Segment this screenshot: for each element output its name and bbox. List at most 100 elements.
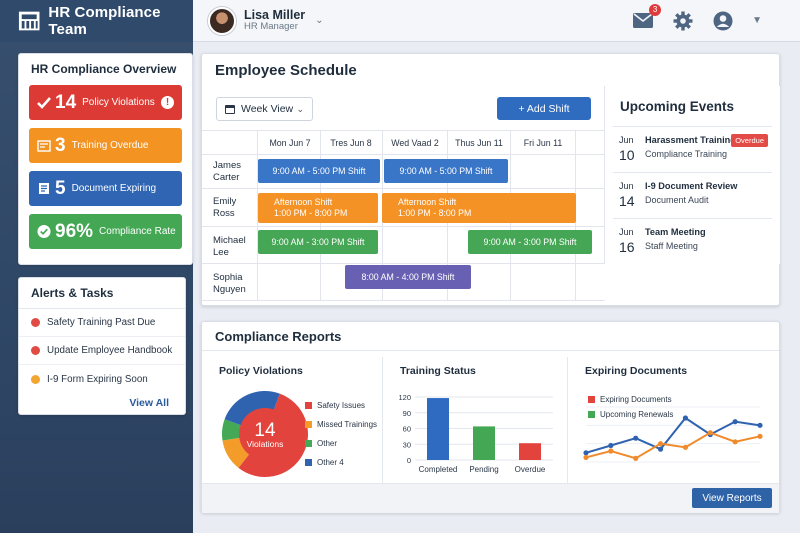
day-header: Mon Jun 7: [269, 138, 311, 148]
event-subtitle: Compliance Training: [645, 149, 728, 159]
building-icon: [18, 11, 40, 30]
employee-name[interactable]: James Carter: [213, 160, 241, 183]
certificate-icon: [37, 139, 51, 153]
bar[interactable]: [519, 443, 541, 460]
data-point[interactable]: [707, 430, 713, 436]
data-point[interactable]: [633, 435, 639, 441]
policy-violations-panel: Policy Violations 14 Violations Safety I…: [202, 357, 382, 483]
legend-item: Other: [305, 439, 337, 448]
shift-block[interactable]: Afternoon Shift 1:00 PM - 8:00 PM: [382, 193, 576, 223]
caret-down-icon[interactable]: ▼: [752, 15, 762, 26]
event-month: Jun: [619, 135, 634, 145]
event-day: 10: [619, 147, 635, 163]
y-tick-label: 120: [398, 393, 411, 402]
bar[interactable]: [473, 426, 495, 460]
brand[interactable]: HR Compliance Team: [0, 0, 193, 42]
alert-dot-icon: [31, 374, 40, 384]
data-point[interactable]: [583, 450, 589, 456]
stat-compliance-rate[interactable]: 96% Compliance Rate: [29, 214, 182, 249]
series-line: [585, 431, 761, 460]
check-icon: [37, 96, 51, 110]
stat-document-expiring[interactable]: 5 Document Expiring: [29, 171, 182, 206]
shift-block[interactable]: 8:00 AM - 4:00 PM Shift: [345, 265, 471, 289]
event-item[interactable]: Jun 14 I-9 Document Review Document Audi…: [613, 172, 772, 218]
data-point[interactable]: [682, 444, 689, 450]
stat-value: 5: [55, 177, 66, 199]
events-title: Upcoming Events: [620, 99, 735, 114]
x-tick-label: Pending: [469, 465, 498, 474]
mail-badge: 3: [649, 3, 662, 16]
week-view-select[interactable]: Week View ⌄: [216, 97, 313, 121]
data-point[interactable]: [608, 442, 614, 449]
employee-name[interactable]: Sophia Nguyen: [213, 272, 246, 295]
event-title: I-9 Document Review: [645, 181, 738, 191]
week-view-label: Week View: [241, 103, 294, 115]
event-title: Team Meeting: [645, 227, 706, 237]
data-point[interactable]: [657, 446, 664, 452]
stat-value: 3: [55, 134, 66, 156]
alerts-title: Alerts & Tasks: [19, 278, 185, 309]
data-point[interactable]: [732, 439, 738, 445]
employee-name[interactable]: Emily Ross: [213, 196, 237, 219]
alert-item[interactable]: Update Employee Handbook: [19, 337, 185, 365]
data-point[interactable]: [657, 441, 664, 447]
shift-block[interactable]: 9:00 AM - 5:00 PM Shift: [384, 159, 508, 183]
top-bar: HR Compliance Team Lisa Miller HR Manage…: [0, 0, 800, 42]
stat-training-overdue[interactable]: 3 Training Overdue: [29, 128, 182, 163]
alerts-tasks-card: Alerts & Tasks Safety Training Past Due …: [18, 277, 186, 415]
event-item[interactable]: Jun 16 Team Meeting Staff Meeting: [613, 218, 772, 264]
bar-chart: 0 30 60 90 120 Completed Pending Overdue: [398, 393, 553, 474]
exclamation-icon: !: [161, 96, 174, 109]
alert-dot-icon: [31, 318, 40, 327]
stat-value: 14: [55, 91, 77, 113]
overdue-badge: Overdue: [731, 134, 768, 147]
x-tick-label: Overdue: [515, 465, 546, 474]
app-title: HR Compliance Team: [48, 3, 161, 38]
line-chart: [583, 406, 763, 463]
gear-icon[interactable]: [672, 10, 694, 32]
view-reports-button[interactable]: View Reports: [692, 488, 772, 508]
data-point[interactable]: [682, 415, 689, 421]
avatar[interactable]: [208, 6, 236, 35]
data-point[interactable]: [757, 433, 763, 439]
add-shift-button[interactable]: + Add Shift: [497, 97, 591, 120]
bar[interactable]: [427, 398, 449, 460]
shift-block[interactable]: Afternoon Shift 1:00 PM - 8:00 PM: [258, 193, 378, 223]
data-point[interactable]: [732, 419, 738, 425]
event-month: Jun: [619, 227, 634, 237]
event-item[interactable]: Jun 10 Harassment Training Compliance Tr…: [613, 126, 772, 172]
pie-center-value: 14: [254, 420, 276, 441]
user-name: Lisa Miller: [244, 7, 306, 22]
data-point[interactable]: [633, 455, 639, 461]
shift-block[interactable]: 9:00 AM - 3:00 PM Shift: [468, 230, 592, 254]
alert-label: Update Employee Handbook: [47, 345, 173, 356]
stat-policy-violations[interactable]: 14 Policy Violations !: [29, 85, 182, 120]
event-day: 16: [619, 239, 635, 255]
pie-center-label: Violations: [247, 439, 284, 449]
compliance-overview-card: HR Compliance Overview 14 Policy Violati…: [18, 53, 193, 265]
document-icon: [37, 182, 51, 196]
shift-block[interactable]: 9:00 AM - 3:00 PM Shift: [258, 230, 378, 254]
stat-label: Compliance Rate: [99, 226, 176, 237]
alert-label: I-9 Form Expiring Soon: [47, 373, 148, 385]
alert-item[interactable]: Safety Training Past Due: [19, 309, 185, 337]
account-icon[interactable]: [712, 10, 734, 32]
x-tick-label: Completed: [419, 465, 458, 474]
pie-center: [239, 408, 291, 460]
chevron-down-icon[interactable]: ⌄: [315, 15, 324, 26]
y-tick-label: 0: [407, 456, 411, 465]
stat-label: Policy Violations: [82, 97, 155, 108]
user-menu[interactable]: Lisa Miller HR Manager ⌄: [208, 6, 324, 35]
data-point[interactable]: [608, 448, 614, 454]
employee-name[interactable]: Michael Lee: [213, 235, 246, 258]
data-point[interactable]: [757, 422, 763, 428]
data-point[interactable]: [583, 454, 589, 461]
view-all-link[interactable]: View All: [129, 397, 169, 409]
day-header: Fri Jun 11: [523, 138, 563, 148]
alert-item[interactable]: I-9 Form Expiring Soon: [19, 365, 185, 393]
shift-block[interactable]: 9:00 AM - 5:00 PM Shift: [258, 159, 380, 183]
legend-item: Other 4: [305, 458, 344, 467]
user-role: HR Manager: [244, 21, 298, 33]
day-header: Wed Vaad 2: [391, 138, 439, 148]
mail-icon[interactable]: 3: [632, 3, 662, 32]
